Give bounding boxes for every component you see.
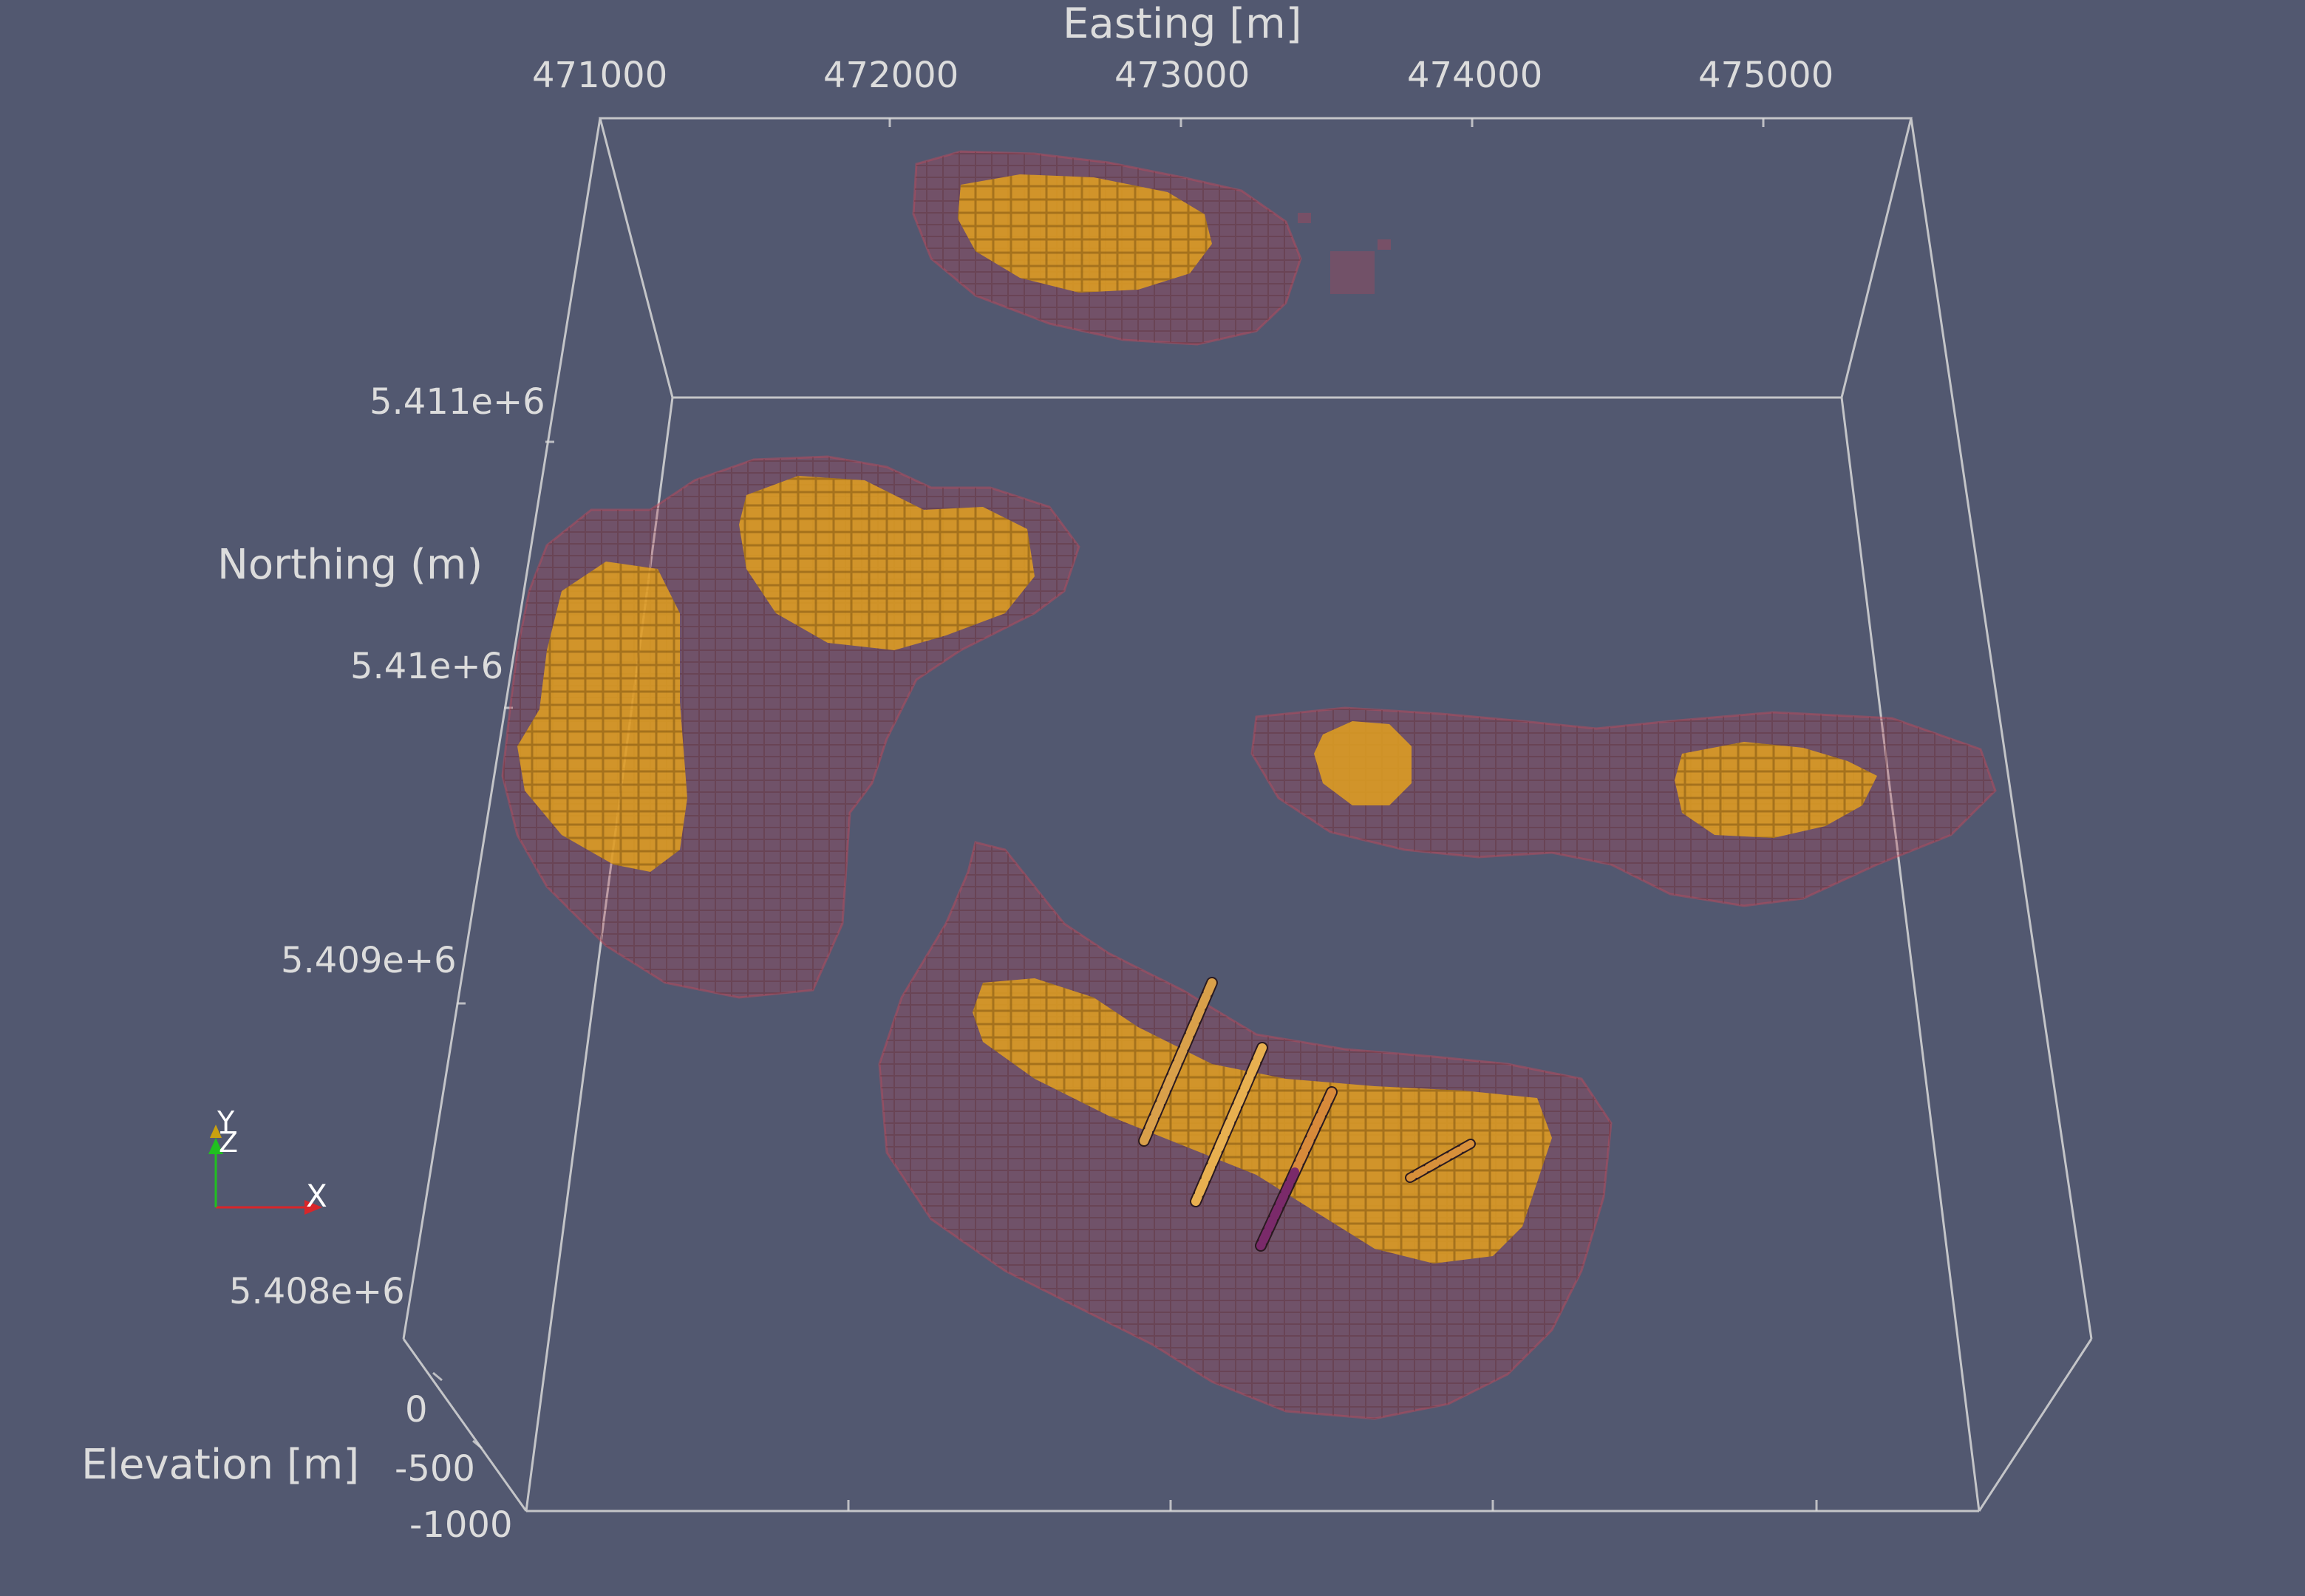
orientation-z-label: Z: [219, 1126, 239, 1159]
orientation-y-label: Y: [217, 1105, 235, 1138]
orientation-x-label: X: [306, 1178, 327, 1214]
ore-body-south[interactable]: [878, 841, 1613, 1420]
drillholes[interactable]: [1138, 977, 1476, 1252]
elevation-tick-label: 0: [405, 1389, 428, 1430]
orientation-axes-widget: [208, 1125, 322, 1215]
elevation-tick-label: -500: [395, 1448, 475, 1490]
easting-tick-label: 471000: [532, 55, 668, 96]
northing-tick-label: 5.409e+6: [281, 940, 457, 981]
easting-tick-label: 473000: [1114, 55, 1250, 96]
ore-body-east[interactable]: [1250, 706, 1997, 907]
northing-tick-label: 5.41e+6: [350, 646, 504, 687]
easting-tick-label: 475000: [1698, 55, 1834, 96]
northing-tick-label: 5.411e+6: [370, 381, 545, 423]
easting-tick-label: 472000: [823, 55, 959, 96]
axis-tick-marks: [432, 118, 1818, 1511]
easting-tick-label: 474000: [1407, 55, 1543, 96]
elevation-tick-label: -1000: [409, 1504, 513, 1546]
elevation-axis-title: Elevation [m]: [81, 1441, 360, 1489]
northing-tick-label: 5.408e+6: [229, 1271, 405, 1312]
ore-body-north[interactable]: [912, 150, 1391, 346]
northing-axis-title: Northing (m): [217, 541, 483, 589]
ore-body-northwest[interactable]: [501, 455, 1080, 999]
easting-axis-title: Easting [m]: [1063, 0, 1302, 48]
